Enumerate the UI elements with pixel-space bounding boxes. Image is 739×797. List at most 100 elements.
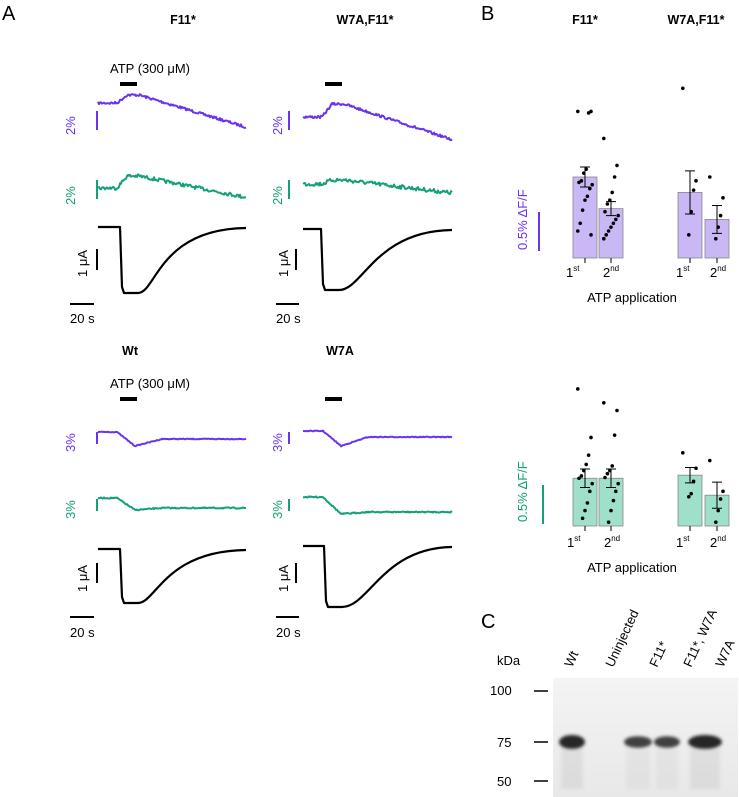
data-point [576, 229, 580, 233]
tick-labels-top: 1st 2nd 1st 2nd [566, 264, 726, 280]
data-point [718, 497, 723, 501]
data-point [590, 481, 594, 486]
data-point [588, 489, 592, 494]
data-point [584, 167, 588, 172]
scale-label-purple-w7a-f11: 2% [270, 116, 285, 135]
scale-label-purple-wt: 3% [63, 433, 78, 452]
lane-labels: Wt Uninjected F11* F11*, W7A W7A [561, 607, 738, 670]
bar [572, 176, 598, 259]
trace-green-w7a [302, 495, 453, 515]
data-point [616, 481, 620, 486]
data-point [610, 464, 614, 468]
scale-label-green-f11: 2% [63, 186, 78, 205]
data-point [589, 435, 593, 440]
data-point [582, 171, 586, 175]
data-point [588, 186, 592, 191]
data-point [602, 401, 606, 405]
blot-smear [656, 749, 678, 789]
data-point [616, 213, 620, 218]
kda-label: kDa [497, 653, 521, 668]
marker-label-100: 100 [490, 683, 512, 698]
lane-label-w7a: W7A [712, 637, 738, 669]
scale-label-purple-f11: 2% [63, 116, 78, 135]
stimulus-label-top: ATP (300 μM) [110, 61, 190, 76]
data-point [689, 209, 693, 214]
data-point [602, 236, 606, 241]
data-point [578, 221, 582, 226]
tick-label: 1st [566, 264, 580, 280]
data-point [708, 175, 712, 179]
blot-band [654, 736, 680, 748]
bar-chart-purple [572, 86, 730, 263]
blot-band [624, 736, 652, 748]
panel-c-letter: C [481, 611, 495, 633]
scale-label-green-w7a-f11: 2% [270, 186, 285, 205]
trace-purple-f11 [97, 93, 247, 129]
data-point [579, 474, 584, 478]
data-point [610, 190, 614, 195]
data-point [716, 508, 720, 513]
blot-band [559, 735, 585, 749]
data-point [606, 520, 611, 524]
data-point [714, 236, 718, 241]
data-point [605, 202, 610, 206]
data-point [721, 196, 725, 200]
scale-label-current-w7a-f11: 1 μA [276, 250, 291, 277]
data-point [603, 209, 607, 214]
tick-label: 1st [567, 534, 581, 550]
error-bar [580, 468, 590, 488]
time-label-w7a-f11: 20 s [276, 311, 301, 326]
data-point [609, 508, 613, 513]
data-point [590, 182, 594, 187]
xlabel-top: ATP application [587, 290, 677, 305]
data-point [586, 453, 591, 457]
trace-green-f11 [97, 173, 247, 199]
trace-green-wt [97, 496, 246, 512]
data-point [687, 494, 691, 499]
data-point [691, 188, 696, 192]
data-point [611, 221, 616, 226]
error-bar [606, 201, 616, 217]
panel-b-title-f11: F11* [572, 13, 598, 27]
data-point [583, 198, 587, 202]
data-point [694, 466, 698, 471]
data-point [689, 491, 693, 496]
marker-label-75: 75 [497, 735, 511, 750]
data-point [585, 501, 590, 505]
panel-b-letter: B [481, 3, 494, 25]
data-point [681, 86, 685, 91]
data-point [714, 520, 718, 524]
data-point [577, 476, 581, 481]
data-point [614, 489, 618, 494]
scale-label-current-wt: 1 μA [75, 565, 90, 592]
data-point [614, 217, 618, 222]
marker-label-50: 50 [497, 774, 511, 789]
data-point [586, 111, 591, 115]
data-point [615, 408, 619, 413]
data-point [603, 475, 607, 480]
data-point [608, 198, 612, 202]
data-point [606, 229, 611, 233]
scale-label-green-w7a: 3% [270, 500, 285, 519]
bar-chart-green [572, 387, 730, 531]
lane-label-wt: Wt [561, 648, 581, 669]
data-point [681, 451, 685, 455]
data-point [687, 233, 691, 237]
panel-a-title-w7a: W7A [326, 344, 354, 358]
tick-label: 2nd [603, 264, 619, 280]
data-point [694, 179, 698, 183]
trace-current-f11 [98, 225, 247, 295]
tick-label: 2nd [710, 264, 726, 280]
data-point [604, 233, 608, 237]
xlabel-bottom: ATP application [587, 560, 677, 575]
data-point [605, 471, 610, 476]
data-point [611, 498, 616, 503]
data-point [576, 109, 580, 114]
lane-label-uninjected: Uninjected [602, 607, 642, 669]
data-point [608, 468, 612, 473]
blot-smear [626, 749, 650, 789]
scale-label-current-f11: 1 μA [75, 250, 90, 277]
scale-label-b-green: 0.5% ΔF/F [515, 461, 530, 522]
panel-a-letter: A [2, 3, 16, 25]
